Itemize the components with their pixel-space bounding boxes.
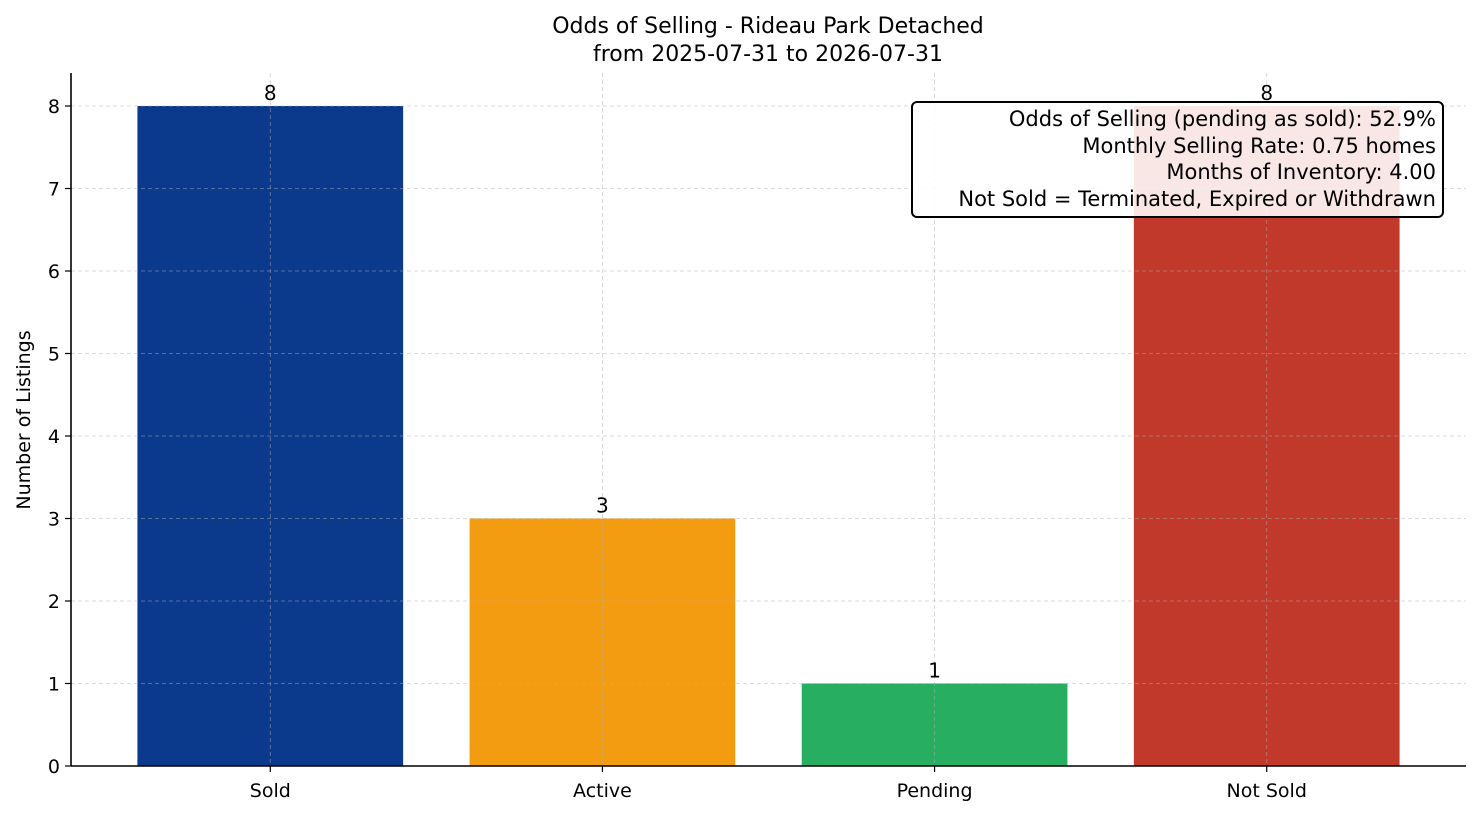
y-tick-label: 8 xyxy=(48,96,60,118)
data-labels: 8 3 1 8 xyxy=(264,81,1273,683)
monthly-selling-rate-text: Monthly Selling Rate: 0.75 homes xyxy=(1082,133,1436,158)
x-tick-label: Pending xyxy=(897,780,973,802)
data-label: 3 xyxy=(596,494,609,518)
y-tick-label: 2 xyxy=(48,591,60,613)
months-of-inventory-text: Months of Inventory: 4.00 xyxy=(1166,160,1436,185)
y-tick-label: 4 xyxy=(48,426,60,448)
y-axis-label: Number of Listings xyxy=(13,330,35,509)
data-label: 8 xyxy=(264,81,277,105)
y-tick-label: 7 xyxy=(48,179,60,201)
data-label: 1 xyxy=(928,659,941,683)
not-sold-definition-text: Not Sold = Terminated, Expired or Withdr… xyxy=(958,187,1436,212)
chart-title: Odds of Selling - Rideau Park Detached xyxy=(552,14,984,39)
y-tick-label: 1 xyxy=(48,674,60,696)
x-tick-label: Sold xyxy=(250,780,291,802)
x-tick-label: Active xyxy=(573,780,632,802)
x-tick-label: Not Sold xyxy=(1227,780,1307,802)
stats-annotation-box: Odds of Selling (pending as sold): 52.9%… xyxy=(911,101,1444,218)
y-ticks: 0 1 2 3 4 5 6 7 8 xyxy=(48,96,71,778)
y-tick-label: 0 xyxy=(48,756,60,778)
x-ticks: Sold Active Pending Not Sold xyxy=(250,766,1307,802)
data-label: 8 xyxy=(1260,81,1273,105)
odds-of-selling-text: Odds of Selling (pending as sold): 52.9% xyxy=(1008,107,1436,131)
y-tick-label: 6 xyxy=(48,261,60,283)
y-tick-label: 5 xyxy=(48,344,60,366)
chart-subtitle: from 2025-07-31 to 2026-07-31 xyxy=(593,42,943,67)
y-tick-label: 3 xyxy=(48,509,60,531)
